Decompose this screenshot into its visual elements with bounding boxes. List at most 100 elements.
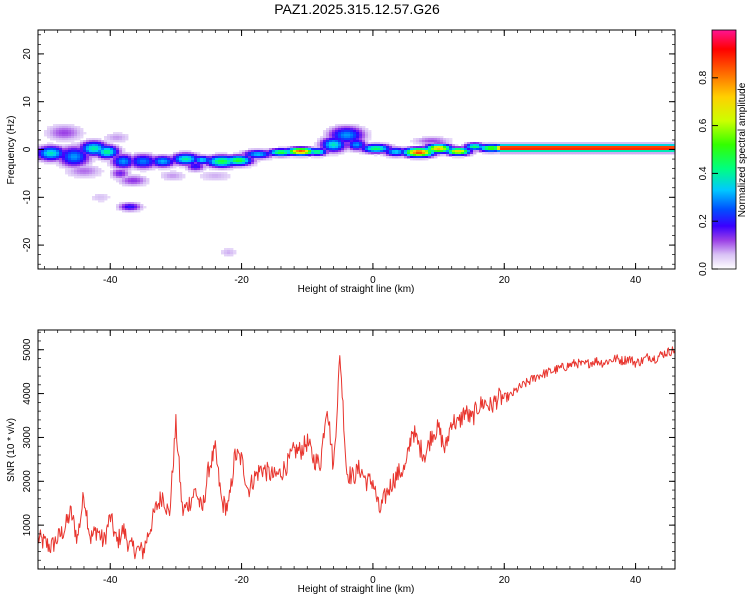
- heatmap-cell: [419, 154, 423, 157]
- heatmap-cell: [215, 156, 219, 159]
- heatmap-cell: [71, 164, 75, 167]
- heatmap-cell: [359, 140, 363, 143]
- heatmap-cell: [107, 196, 111, 199]
- heatmap-cell: [428, 146, 432, 149]
- heatmap-cell: [200, 170, 204, 173]
- heatmap-cell: [365, 134, 369, 137]
- heatmap-cell: [143, 178, 147, 181]
- heatmap-cell: [56, 152, 60, 155]
- heatmap-cell: [503, 144, 507, 147]
- heatmap-cell: [665, 150, 669, 153]
- heatmap-cell: [344, 134, 348, 137]
- heatmap-cell: [596, 146, 600, 149]
- heatmap-cell: [188, 158, 192, 161]
- heatmap-cell: [464, 148, 468, 151]
- heatmap-cell: [353, 136, 357, 139]
- heatmap-cell: [641, 148, 645, 151]
- heatmap-cell: [83, 158, 87, 161]
- heatmap-cell: [335, 138, 339, 141]
- heatmap-cell: [428, 156, 432, 159]
- heatmap-cell: [83, 150, 87, 153]
- heatmap-cell: [413, 148, 417, 151]
- heatmap-cell: [362, 138, 366, 141]
- heatmap-cell: [326, 136, 330, 139]
- heatmap-cell: [197, 152, 201, 155]
- heatmap-cell: [68, 160, 72, 163]
- heatmap-cell: [125, 158, 129, 161]
- heatmap-cell: [323, 148, 327, 151]
- heatmap-cell: [467, 148, 471, 151]
- heatmap-cell: [134, 152, 138, 155]
- heatmap-cell: [59, 136, 63, 139]
- heatmap-cell: [137, 152, 141, 155]
- heatmap-cell: [122, 180, 126, 183]
- heatmap-cell: [236, 162, 240, 165]
- heatmap-cell: [245, 156, 249, 159]
- heatmap-cell: [416, 156, 420, 159]
- heatmap-cell: [107, 140, 111, 143]
- heatmap-cell: [269, 152, 273, 155]
- heatmap-cell: [404, 152, 408, 155]
- heatmap-cell: [461, 154, 465, 157]
- heatmap-cell: [191, 158, 195, 161]
- heatmap-cell: [515, 144, 519, 147]
- heatmap-cell: [68, 152, 72, 155]
- heatmap-cell: [119, 158, 123, 161]
- heatmap-cell: [116, 162, 120, 165]
- heatmap-cell: [197, 156, 201, 159]
- heatmap-cell: [587, 152, 591, 155]
- heatmap-cell: [359, 152, 363, 155]
- heatmap-cell: [89, 168, 93, 171]
- heatmap-cell: [158, 158, 162, 161]
- heatmap-cell: [614, 150, 618, 153]
- heatmap-cell: [104, 196, 108, 199]
- heatmap-cell: [131, 184, 135, 187]
- heatmap-cell: [203, 164, 207, 167]
- heatmap-cell: [356, 140, 360, 143]
- heatmap-cell: [623, 150, 627, 153]
- heatmap-cell: [86, 170, 90, 173]
- heatmap-cell: [224, 168, 228, 171]
- heatmap-cell: [188, 156, 192, 159]
- heatmap-cell: [101, 198, 105, 201]
- heatmap-cell: [44, 144, 48, 147]
- heatmap-cell: [602, 144, 606, 147]
- heatmap-cell: [116, 152, 120, 155]
- heatmap-cell: [176, 162, 180, 165]
- heatmap-cell: [323, 132, 327, 135]
- heatmap-cell: [89, 142, 93, 145]
- heatmap-cell: [335, 154, 339, 157]
- heatmap-cell: [83, 170, 87, 173]
- heatmap-cell: [560, 148, 564, 151]
- heatmap-cell: [425, 150, 429, 153]
- heatmap-cell: [599, 148, 603, 151]
- heatmap-cell: [68, 134, 72, 137]
- heatmap-cell: [299, 146, 303, 149]
- heatmap-cell: [389, 144, 393, 147]
- heatmap-cell: [596, 150, 600, 153]
- heatmap-cell: [71, 124, 75, 127]
- heatmap-cell: [206, 158, 210, 161]
- heatmap-cell: [248, 152, 252, 155]
- spectrogram-ytick-label: -10: [22, 190, 33, 205]
- heatmap-cell: [92, 170, 96, 173]
- heatmap-cell: [422, 142, 426, 145]
- heatmap-cell: [227, 158, 231, 161]
- heatmap-cell: [185, 162, 189, 165]
- heatmap-cell: [200, 156, 204, 159]
- heatmap-cell: [203, 168, 207, 171]
- heatmap-cell: [635, 142, 639, 145]
- heatmap-cell: [119, 206, 123, 209]
- heatmap-cell: [53, 126, 57, 129]
- heatmap-cell: [344, 130, 348, 133]
- heatmap-cell: [53, 144, 57, 147]
- heatmap-cell: [98, 198, 102, 201]
- heatmap-cell: [611, 150, 615, 153]
- heatmap-cell: [134, 182, 138, 185]
- heatmap-cell: [173, 164, 177, 167]
- heatmap-cell: [524, 148, 528, 151]
- heatmap-cell: [146, 182, 150, 185]
- heatmap-cell: [239, 156, 243, 159]
- heatmap-cell: [560, 152, 564, 155]
- heatmap-cell: [227, 176, 231, 179]
